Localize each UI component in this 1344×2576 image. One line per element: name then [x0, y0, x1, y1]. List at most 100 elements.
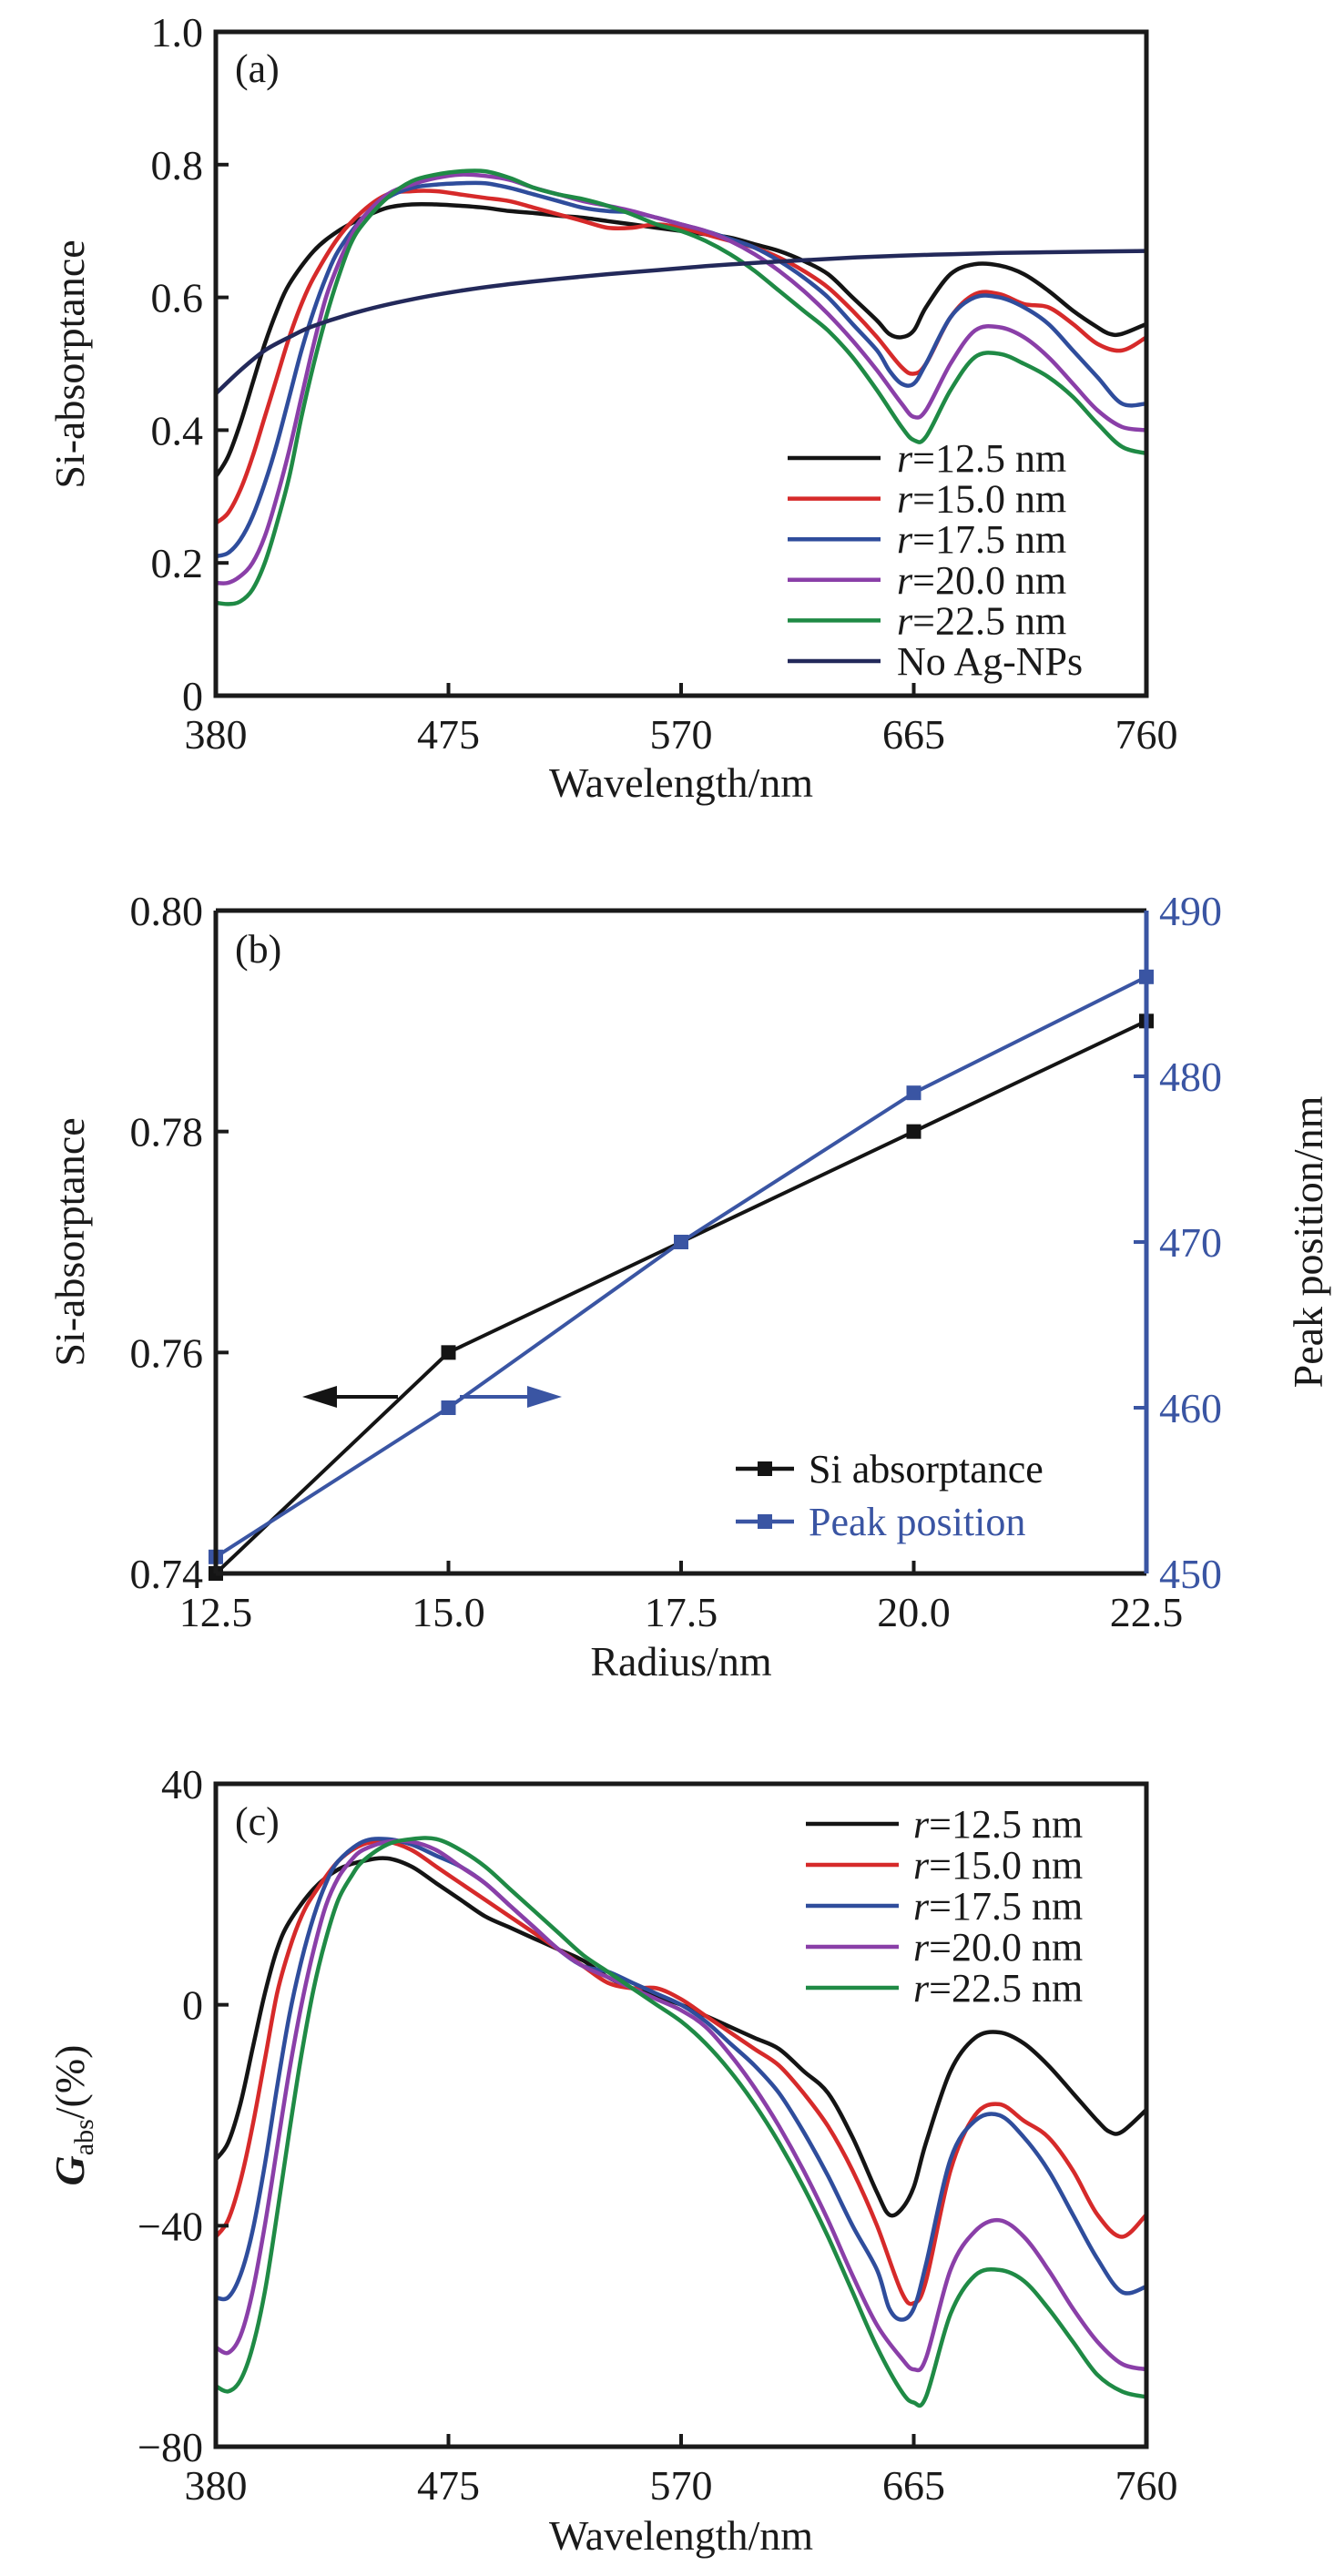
- right-y-tick-label: 470: [1159, 1219, 1222, 1266]
- legend-label: r=22.5 nm: [897, 598, 1066, 643]
- panel-a-x-axis-title: Wavelength/nm: [549, 759, 813, 806]
- panel-a-ticks: 380 475 570 665 760 0 0.2 0.4 0.6 0.8 1.0: [151, 9, 1178, 758]
- x-tick-label: 760: [1115, 711, 1178, 758]
- legend-label: Peak position: [809, 1500, 1025, 1544]
- panel-a-y-axis-title: Si-absorptance: [46, 239, 93, 488]
- legend-label: r=20.0 nm: [913, 1925, 1083, 1970]
- y-tick-label: 0: [182, 1982, 203, 2029]
- x-tick-label: 20.0: [877, 1589, 951, 1635]
- legend-entry: Peak position: [736, 1500, 1025, 1544]
- x-tick-label: 570: [650, 2462, 713, 2509]
- y-tick-label: 40: [161, 1761, 203, 1807]
- legend-entry: r=17.5 nm: [788, 517, 1066, 562]
- series-line-r17-5: [216, 1837, 1146, 2322]
- legend-entry: r=22.5 nm: [788, 598, 1066, 643]
- legend-entry: r=15.0 nm: [788, 477, 1066, 522]
- x-tick-label: 665: [882, 2462, 945, 2509]
- panel-c-y-axis-title-symbol: G: [46, 2155, 93, 2185]
- data-point-marker: [906, 1124, 921, 1139]
- series-line-r22-5: [216, 1836, 1146, 2408]
- legend-entry: No Ag-NPs: [788, 639, 1083, 684]
- legend-label: r=12.5 nm: [897, 436, 1066, 481]
- series-line-no-ag: [216, 249, 1146, 396]
- legend-label: r=22.5 nm: [913, 1966, 1083, 2011]
- y-tick-label: 0.6: [151, 275, 204, 321]
- legend-entry: r=12.5 nm: [788, 436, 1066, 481]
- right-y-tick-label: 450: [1159, 1551, 1222, 1597]
- panel-b-right-axis-title: Peak position/nm: [1285, 1095, 1331, 1388]
- panel-b-legend: Si absorptance Peak position: [736, 1447, 1044, 1544]
- right-y-tick-label: 460: [1159, 1385, 1222, 1431]
- legend-entry: r=12.5 nm: [806, 1802, 1083, 1847]
- right-y-tick-label: 490: [1159, 888, 1222, 934]
- legend-label: r=17.5 nm: [913, 1884, 1083, 1929]
- panel-a-legend: r=12.5 nmr=15.0 nmr=17.5 nmr=20.0 nmr=22…: [788, 436, 1083, 684]
- legend-label: r=17.5 nm: [897, 517, 1066, 562]
- panel-b-chart: 12.5 15.0 17.5 20.0 22.5 0.74 0.76 0.78 0.80 450 4…: [46, 888, 1331, 1685]
- panel-c-chart: 380 475 570 665 760 −80 −40 0 40 (c) Wavelength/…: [46, 1761, 1178, 2559]
- series-line-r20-0: [216, 1838, 1146, 2373]
- x-tick-label: 380: [185, 2462, 248, 2509]
- legend-marker: [758, 1514, 772, 1529]
- legend-entry: Si absorptance: [736, 1447, 1044, 1492]
- panel-c-legend: r=12.5 nmr=15.0 nmr=17.5 nmr=20.0 nmr=22…: [806, 1802, 1083, 2011]
- panel-c-y-axis-title: Gabs/(%): [46, 2045, 99, 2186]
- panel-c-y-axis-title-subscript: abs: [69, 2119, 99, 2155]
- panel-b-y-axis-title: Si-absorptance: [46, 1117, 93, 1366]
- y-tick-label: 0.74: [130, 1551, 204, 1597]
- y-tick-label: 0: [182, 673, 203, 719]
- x-tick-label: 380: [185, 711, 248, 758]
- x-tick-label: 475: [417, 711, 480, 758]
- y-tick-label: 0.2: [151, 540, 204, 586]
- x-tick-label: 665: [882, 711, 945, 758]
- panel-a-series-layer: [216, 168, 1146, 606]
- y-tick-label: 0.76: [130, 1329, 204, 1376]
- y-tick-label: 1.0: [151, 9, 204, 56]
- y-tick-label: −80: [137, 2424, 203, 2470]
- legend-label: r=15.0 nm: [897, 477, 1066, 522]
- y-tick-label: 0.4: [151, 407, 204, 453]
- legend-label: r=15.0 nm: [913, 1843, 1083, 1888]
- legend-entry: r=17.5 nm: [806, 1884, 1083, 1929]
- panel-b-label: (b): [235, 927, 281, 972]
- x-tick-label: 570: [650, 711, 713, 758]
- panel-a-label: (a): [235, 46, 280, 91]
- series-line-r22-5: [216, 168, 1146, 606]
- panel-b-ticks: 12.5 15.0 17.5 20.0 22.5 0.74 0.76 0.78 0.80 450 4…: [130, 888, 1223, 1635]
- y-tick-label: −40: [137, 2203, 203, 2249]
- panel-c-y-axis-title-unit: /(%): [46, 2045, 93, 2120]
- arrow-left-icon: [302, 1386, 337, 1408]
- x-tick-label: 17.5: [645, 1589, 718, 1635]
- panel-a-chart: 380 475 570 665 760 0 0.2 0.4 0.6 0.8 1.0 (a) Wave…: [46, 9, 1178, 806]
- legend-label: Si absorptance: [809, 1447, 1044, 1492]
- panel-b-arrows: [302, 1386, 562, 1408]
- legend-marker: [758, 1461, 772, 1476]
- data-point-marker: [674, 1235, 688, 1249]
- right-y-tick-label: 480: [1159, 1054, 1222, 1100]
- panel-c-series-layer: [216, 1836, 1146, 2408]
- x-tick-label: 22.5: [1110, 1589, 1184, 1635]
- data-point-marker: [906, 1085, 921, 1101]
- arrow-right-icon: [527, 1386, 562, 1408]
- y-tick-label: 0.78: [130, 1109, 204, 1156]
- y-tick-label: 0.8: [151, 142, 204, 188]
- x-tick-label: 475: [417, 2462, 480, 2509]
- panel-b-series-layer: [209, 969, 1154, 1581]
- legend-entry: r=15.0 nm: [806, 1843, 1083, 1888]
- panel-b-x-axis-title: Radius/nm: [590, 1638, 772, 1685]
- panel-c-ticks: 380 475 570 665 760 −80 −40 0 40: [137, 1761, 1177, 2509]
- legend-label: No Ag-NPs: [897, 639, 1083, 684]
- series-line-r15-0: [216, 188, 1146, 525]
- panel-c-label: (c): [235, 1799, 280, 1844]
- legend-entry: r=20.0 nm: [788, 558, 1066, 603]
- panel-c-x-axis-title: Wavelength/nm: [549, 2512, 813, 2559]
- legend-entry: r=22.5 nm: [806, 1966, 1083, 2011]
- x-tick-label: 15.0: [412, 1589, 485, 1635]
- legend-entry: r=20.0 nm: [806, 1925, 1083, 1970]
- x-tick-label: 12.5: [179, 1589, 253, 1635]
- legend-label: r=20.0 nm: [897, 558, 1066, 603]
- x-tick-label: 760: [1115, 2462, 1178, 2509]
- y-tick-label: 0.80: [130, 888, 204, 934]
- data-point-marker: [441, 1345, 456, 1360]
